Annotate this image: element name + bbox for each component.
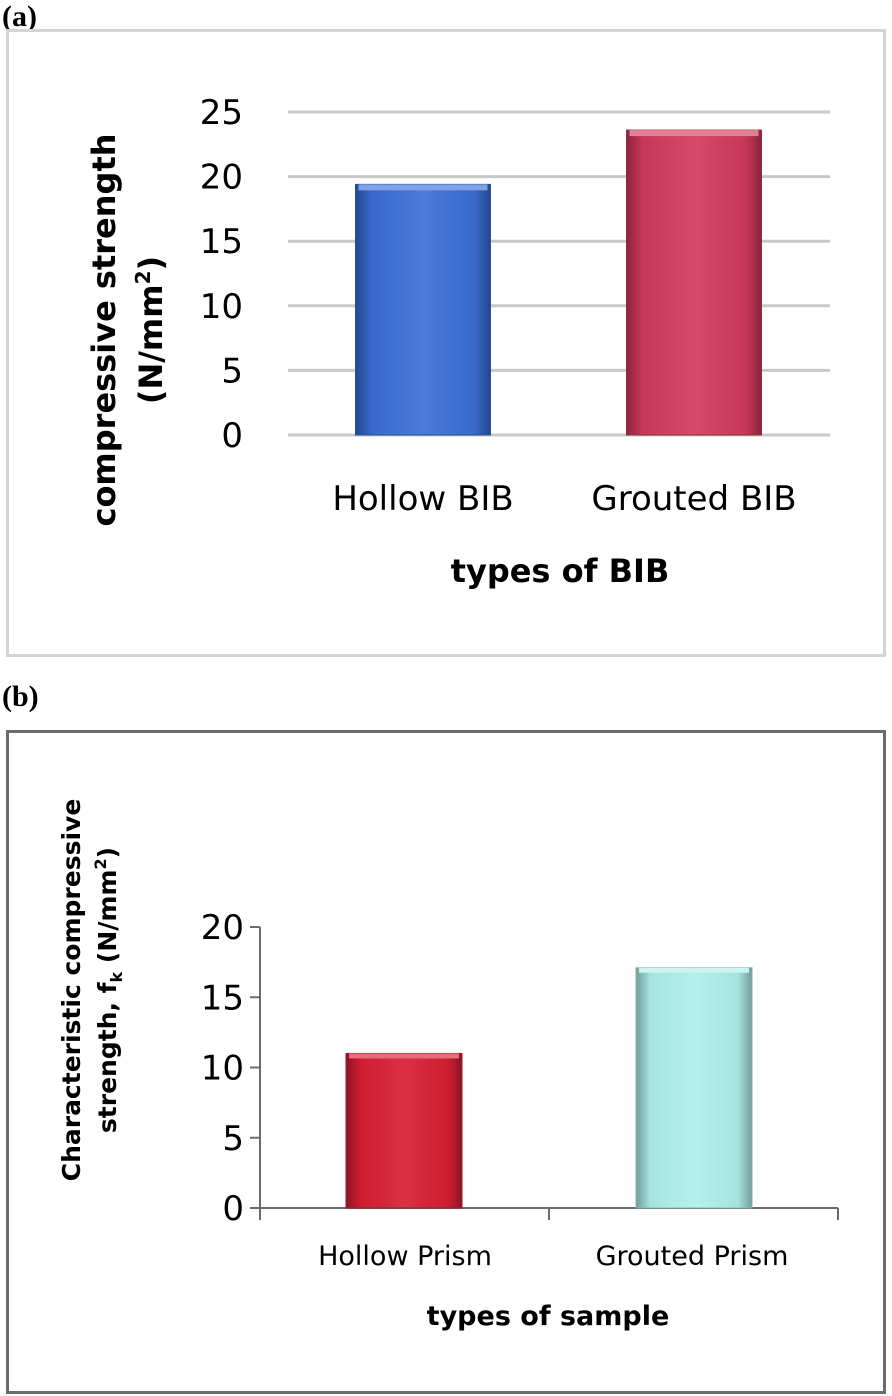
chart-a-y-tick-label: 10 [200,287,243,327]
chart-b-bars [345,967,753,1209]
chart-a: 0 5 10 15 20 25 Hollow BIB Grouted BIB types … [85,93,830,590]
chart-a-y-axis-title-line2: (N/mm2) [131,256,170,404]
chart-a-y-tick-label: 20 [200,158,243,198]
chart-a-y-axis-title-line1: compressive strength [85,133,123,526]
chart-b-y-tick-label: 15 [201,978,244,1018]
chart-b-y-tick-label: 20 [201,908,244,948]
chart-a-y-tick-labels: 0 5 10 15 20 25 [200,93,243,456]
chart-a-bar-grouted [626,129,762,436]
chart-a-bar-highlight [629,130,759,137]
chart-b-category-label-hollow: Hollow Prism [318,1241,492,1272]
chart-a-category-label-grouted: Grouted BIB [591,479,796,519]
chart-a-x-axis-title: types of BIB [451,552,670,590]
chart-a-y-tick-label: 5 [221,351,243,391]
chart-b-bar-hollow [345,1052,463,1209]
chart-a-y-tick-label: 25 [200,93,243,133]
chart-b-y-tick-label: 5 [222,1119,244,1159]
chart-b-bar-highlight [349,1053,459,1059]
chart-b-y-axis-title-line1: Characteristic compressive [57,799,86,1182]
chart-b-y-tick-label: 0 [222,1189,244,1229]
chart-b-frame [6,730,886,1394]
chart-b-y-axis-title-line2: strength, fk (N/mm2) [91,847,126,1133]
chart-b-bar-highlight [639,967,749,973]
chart-b-x-axis-title: types of sample [427,1301,670,1332]
chart-a-y-tick-label: 15 [200,222,243,262]
panel-label-b: (b) [2,680,39,713]
chart-a-y-axis-title: compressive strength (N/mm2) [85,133,170,526]
chart-a-y-tick-label: 0 [221,416,243,456]
chart-a-category-label-hollow: Hollow BIB [332,479,513,519]
chart-b-bar-grouted [635,967,753,1209]
panel-label-a: (a) [2,0,37,33]
chart-a-bars [355,129,762,436]
chart-b-y-tick-label: 10 [201,1049,244,1089]
chart-a-bar-highlight [358,184,488,191]
chart-b: 0 5 10 15 20 Hollow Prism Grouted Prism type… [57,799,839,1332]
chart-a-bar-hollow [355,183,491,436]
chart-b-y-tick-labels: 0 5 10 15 20 [201,908,244,1229]
chart-b-category-label-grouted: Grouted Prism [596,1241,789,1272]
chart-a-frame [6,29,886,657]
chart-b-y-axis-title: Characteristic compressive strength, fk … [57,799,126,1182]
